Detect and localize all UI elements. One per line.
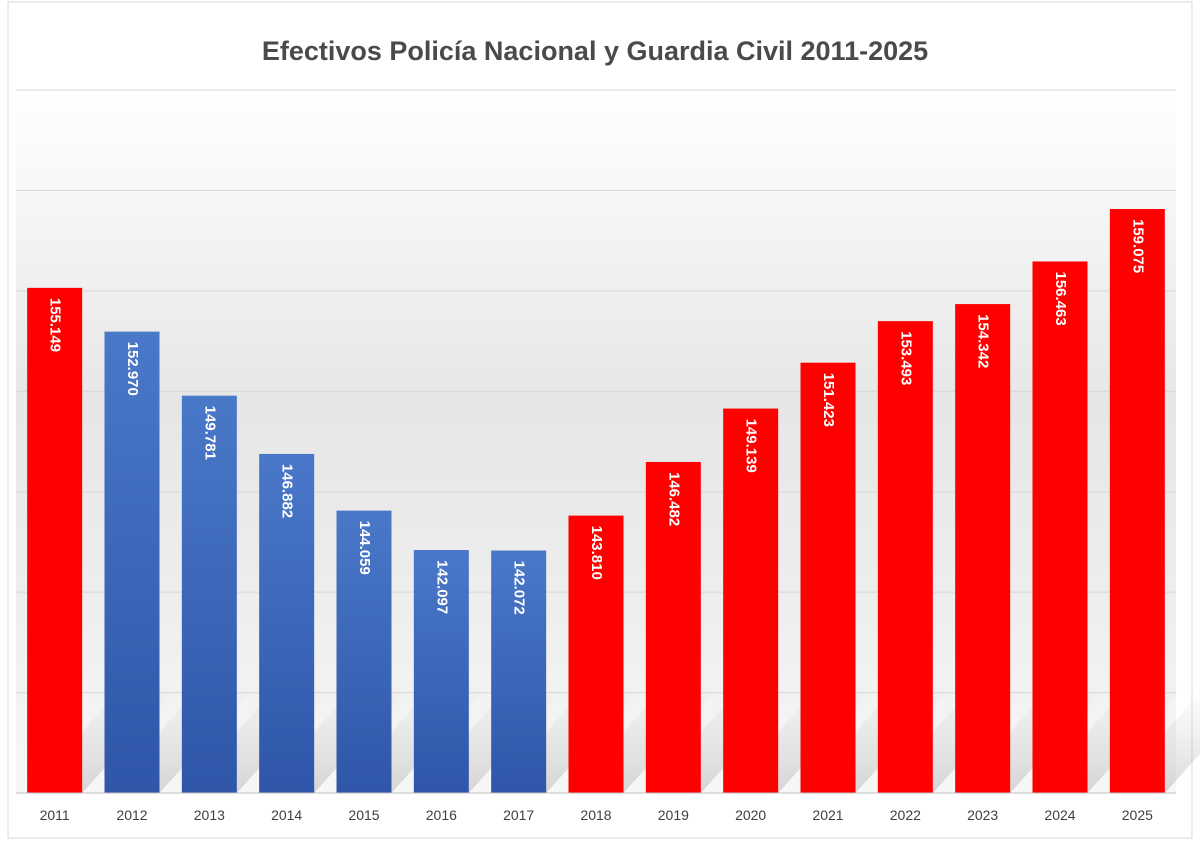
data-label-2015: 144.059 — [356, 521, 373, 575]
data-label-2017: 142.072 — [511, 561, 528, 615]
data-label-2022: 153.493 — [897, 331, 914, 385]
x-tick-label-2015: 2015 — [348, 807, 379, 823]
bar-2025 — [1109, 209, 1165, 793]
bar-2023 — [955, 304, 1011, 793]
x-tick-label-2021: 2021 — [812, 807, 843, 823]
bar-2017 — [491, 550, 547, 793]
data-label-2021: 151.423 — [820, 373, 837, 427]
x-tick-label-2019: 2019 — [658, 807, 689, 823]
bar-2015 — [336, 510, 392, 793]
data-label-2016: 142.097 — [433, 560, 450, 614]
x-tick-label-2023: 2023 — [967, 807, 998, 823]
data-label-2024: 156.463 — [1052, 271, 1069, 325]
bar-2011 — [27, 287, 83, 793]
x-axis-tick-labels: 2011 2012 2013 2014 2015 2016 2017 2018 2019 2020… — [40, 807, 1154, 823]
bar-2016 — [413, 550, 469, 793]
chart-title: Efectivos Policía Nacional y Guardia Civ… — [262, 36, 928, 66]
data-label-2011: 155.149 — [47, 298, 64, 352]
bar-2021 — [800, 362, 856, 793]
bar-2014 — [259, 453, 315, 793]
data-label-2019: 146.482 — [665, 472, 682, 526]
data-label-2025: 159.075 — [1129, 219, 1146, 273]
x-tick-label-2020: 2020 — [735, 807, 766, 823]
x-tick-label-2011: 2011 — [40, 807, 70, 823]
data-label-2014: 146.882 — [279, 464, 296, 518]
x-tick-label-2018: 2018 — [580, 807, 611, 823]
x-tick-label-2016: 2016 — [426, 807, 457, 823]
x-tick-label-2012: 2012 — [116, 807, 147, 823]
x-tick-label-2014: 2014 — [271, 807, 302, 823]
x-tick-label-2013: 2013 — [194, 807, 225, 823]
x-tick-label-2025: 2025 — [1122, 807, 1153, 823]
x-tick-label-2017: 2017 — [503, 807, 534, 823]
x-tick-label-2022: 2022 — [890, 807, 921, 823]
bars — [27, 209, 1165, 793]
bar-2020 — [723, 408, 779, 793]
bar-2013 — [181, 395, 237, 793]
bar-2022 — [877, 321, 933, 793]
data-labels: 155.149 152.970 149.781 146.882 144.059 142.0… — [47, 219, 1147, 615]
data-label-2012: 152.970 — [124, 342, 141, 396]
x-tick-label-2024: 2024 — [1044, 807, 1075, 823]
data-label-2023: 154.342 — [975, 314, 992, 368]
bar-2024 — [1032, 261, 1088, 793]
bar-2018 — [568, 515, 624, 793]
bar-2012 — [104, 331, 160, 793]
data-label-2020: 149.139 — [743, 419, 760, 473]
bar-2019 — [645, 461, 701, 793]
data-label-2013: 149.781 — [201, 406, 218, 460]
data-label-2018: 143.810 — [588, 526, 605, 580]
